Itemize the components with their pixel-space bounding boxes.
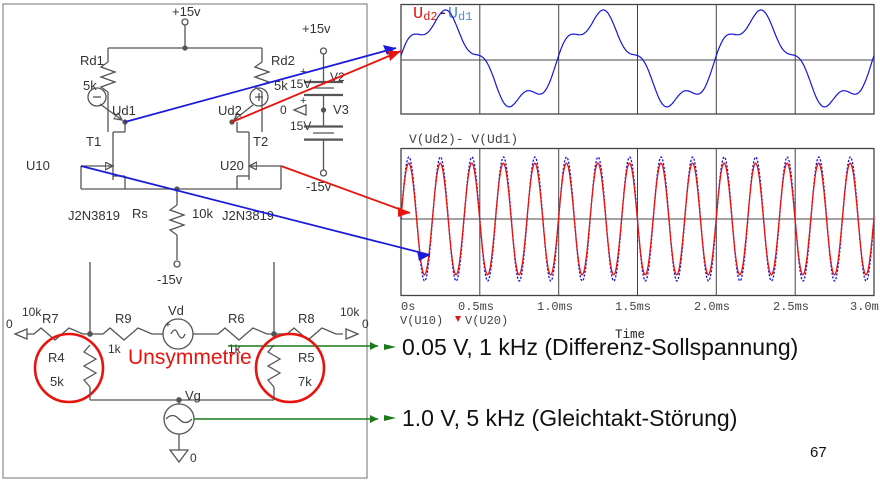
svg-text:J2N3819: J2N3819	[222, 208, 274, 223]
svg-text:R5: R5	[298, 350, 315, 365]
svg-text:2.0ms: 2.0ms	[694, 300, 730, 314]
svg-text:5k: 5k	[50, 374, 64, 389]
svg-text:+: +	[165, 320, 171, 331]
svg-text:J2N3819: J2N3819	[68, 208, 120, 223]
svg-text:0: 0	[6, 317, 13, 331]
svg-text:-15v: -15v	[157, 272, 183, 287]
svg-text:7k: 7k	[298, 374, 312, 389]
svg-text:3.0ms: 3.0ms	[850, 300, 880, 314]
svg-text:R9: R9	[115, 311, 132, 326]
svg-text:67: 67	[810, 444, 827, 461]
svg-text:Rd1: Rd1	[80, 53, 104, 68]
svg-text:T2: T2	[253, 134, 268, 149]
svg-text:Vg: Vg	[185, 388, 201, 403]
svg-text:+: +	[300, 95, 306, 107]
svg-text:Vd: Vd	[168, 303, 184, 318]
svg-text:Rs: Rs	[132, 206, 148, 221]
svg-text:10k: 10k	[192, 206, 213, 221]
svg-text:T1: T1	[86, 134, 101, 149]
svg-text:0.5ms: 0.5ms	[458, 300, 494, 314]
svg-text:1.5ms: 1.5ms	[615, 300, 651, 314]
svg-text:1.0ms: 1.0ms	[537, 300, 573, 314]
svg-text:R8: R8	[298, 311, 315, 326]
svg-text:Ud2-Ud1: Ud2-Ud1	[413, 5, 472, 24]
svg-text:0s: 0s	[401, 300, 415, 314]
svg-text:V3: V3	[333, 102, 349, 117]
svg-text:V(Ud2)- V(Ud1): V(Ud2)- V(Ud1)	[409, 132, 518, 147]
svg-text:R4: R4	[48, 350, 65, 365]
svg-text:Unsymmetrie: Unsymmetrie	[128, 346, 252, 369]
svg-text:0: 0	[362, 317, 369, 331]
svg-text:Ud1: Ud1	[112, 103, 136, 118]
svg-text:1.0 V, 5 kHz (Gleichtakt-Störu: 1.0 V, 5 kHz (Gleichtakt-Störung)	[402, 405, 737, 431]
svg-text:0: 0	[190, 451, 197, 465]
svg-text:Rd2: Rd2	[271, 53, 295, 68]
svg-text:15V: 15V	[290, 77, 311, 91]
svg-text:10k: 10k	[22, 305, 42, 319]
svg-text:V(U20): V(U20)	[465, 314, 508, 328]
svg-text:+15v: +15v	[302, 21, 331, 36]
svg-text:2.5ms: 2.5ms	[773, 300, 809, 314]
svg-text:Ud2: Ud2	[218, 103, 242, 118]
svg-text:10k: 10k	[340, 305, 360, 319]
svg-text:-15v: -15v	[306, 179, 332, 194]
svg-text:U20: U20	[220, 158, 244, 173]
svg-text:1k: 1k	[108, 342, 122, 356]
svg-text:0.05 V, 1 kHz (Differenz-Solls: 0.05 V, 1 kHz (Differenz-Sollspannung)	[402, 334, 798, 360]
svg-text:V(U10): V(U10)	[400, 314, 443, 328]
svg-text:+15v: +15v	[172, 4, 201, 19]
svg-text:R6: R6	[228, 311, 245, 326]
svg-text:R7: R7	[42, 311, 59, 326]
svg-text:0: 0	[280, 103, 287, 117]
svg-text:U10: U10	[26, 158, 50, 173]
